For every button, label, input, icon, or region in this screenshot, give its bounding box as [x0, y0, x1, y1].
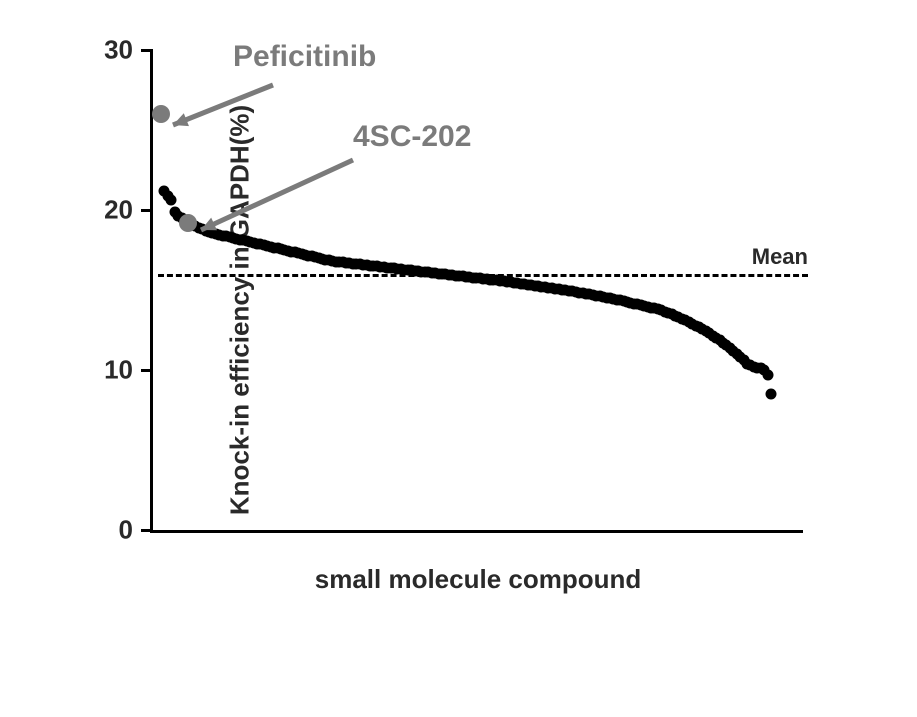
x-axis-label: small molecule compound	[315, 564, 642, 595]
data-point	[166, 195, 177, 206]
plot-area: 0102030 Mean Peficitinib4SC-202 small mo…	[150, 50, 803, 533]
highlighted-point	[179, 214, 197, 232]
annotation-label: 4SC-202	[353, 120, 471, 154]
annotation-arrow-icon	[158, 70, 288, 140]
mean-label: Mean	[752, 244, 808, 270]
data-point	[762, 369, 773, 380]
annotation-arrow-icon	[186, 145, 368, 245]
annotation-label: Peficitinib	[233, 40, 376, 74]
highlighted-point	[152, 105, 170, 123]
y-tick-label: 0	[119, 515, 153, 546]
data-point	[766, 389, 777, 400]
chart-container: Knock-in efficiency in GAPDH(%) 0102030 …	[80, 30, 820, 590]
y-tick-label: 20	[104, 195, 153, 226]
y-tick-label: 10	[104, 355, 153, 386]
y-tick-label: 30	[104, 35, 153, 66]
